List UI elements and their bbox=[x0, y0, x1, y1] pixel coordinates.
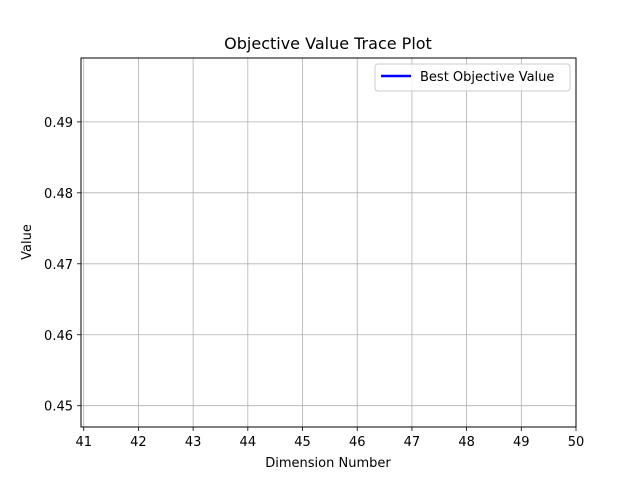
plot-area-frame bbox=[80, 57, 577, 428]
y-tick-label: 0.47 bbox=[44, 258, 73, 273]
x-tick-label: 47 bbox=[404, 435, 421, 450]
x-tick-label: 45 bbox=[294, 435, 311, 450]
x-tick-label: 42 bbox=[130, 435, 147, 450]
x-axis: 41 42 43 44 45 46 47 48 49 50 bbox=[75, 427, 584, 450]
legend-box bbox=[374, 63, 571, 92]
y-tick-label: 0.46 bbox=[44, 329, 73, 344]
legend: Best Objective Value bbox=[374, 63, 571, 92]
x-tick-label: 43 bbox=[185, 435, 202, 450]
x-axis-label: Dimension Number bbox=[265, 456, 391, 471]
y-axis-label: Value bbox=[20, 224, 35, 260]
y-axis: 0.45 0.46 0.47 0.48 0.49 bbox=[44, 116, 81, 415]
chart-title: Objective Value Trace Plot bbox=[224, 34, 432, 53]
y-tick-label: 0.49 bbox=[44, 116, 73, 131]
x-tick-label: 48 bbox=[458, 435, 475, 450]
x-tick-label: 44 bbox=[240, 435, 257, 450]
y-tick-label: 0.45 bbox=[44, 400, 73, 415]
x-tick-label: 50 bbox=[568, 435, 585, 450]
y-tick-label: 0.48 bbox=[44, 187, 73, 202]
x-tick-label: 49 bbox=[513, 435, 530, 450]
x-tick-label: 41 bbox=[75, 435, 92, 450]
x-tick-label: 46 bbox=[349, 435, 366, 450]
legend-label: Best Objective Value bbox=[420, 70, 554, 85]
